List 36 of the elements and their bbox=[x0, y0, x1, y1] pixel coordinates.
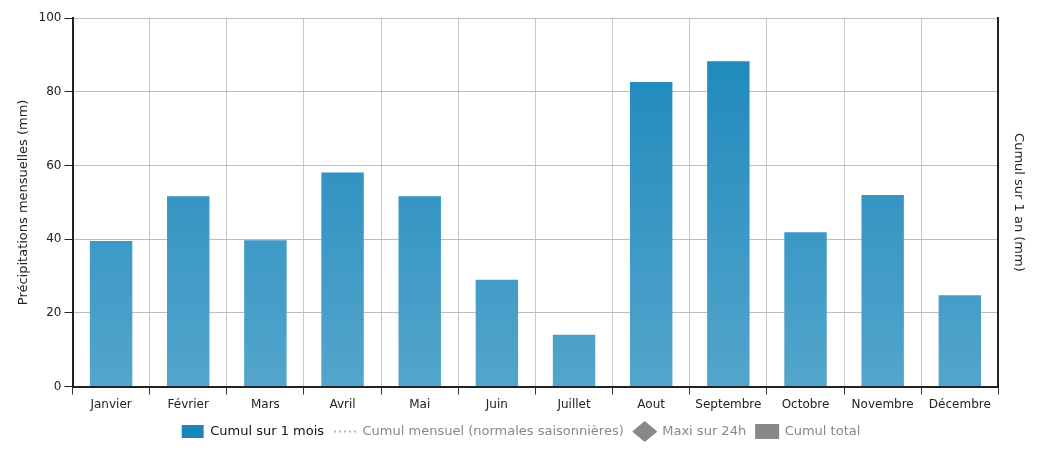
x-tick-label: Mai bbox=[409, 396, 431, 411]
bar bbox=[784, 232, 827, 387]
bar bbox=[861, 195, 904, 387]
legend-label: Maxi sur 24h bbox=[662, 422, 747, 438]
bar bbox=[938, 295, 982, 387]
x-tick-label: Aout bbox=[637, 396, 666, 411]
y-tick-label: 80 bbox=[46, 84, 62, 98]
y-tick-label: 60 bbox=[46, 157, 62, 172]
x-tick-label: Octobre bbox=[781, 396, 830, 411]
x-tick-label: Janvier bbox=[89, 396, 132, 411]
x-tick-label: Décembre bbox=[928, 396, 991, 411]
y2-axis-title: Cumul sur 1 an (mm) bbox=[1011, 133, 1027, 272]
bar bbox=[707, 61, 750, 387]
bar bbox=[167, 196, 210, 387]
bar bbox=[321, 172, 364, 387]
x-tick-label: Juillet bbox=[556, 396, 591, 411]
x-tick-label: Septembre bbox=[695, 396, 762, 411]
x-tick-label: Juin bbox=[484, 396, 508, 411]
y-tick-label: 100 bbox=[38, 10, 62, 25]
bar bbox=[244, 240, 287, 387]
x-tick-label: Avril bbox=[329, 396, 356, 411]
bar bbox=[89, 241, 133, 387]
x-tick-label: Mars bbox=[250, 396, 280, 411]
bar bbox=[475, 279, 519, 387]
bar bbox=[552, 334, 596, 387]
x-tick-label: Février bbox=[167, 396, 209, 411]
legend-label: Cumul mensuel (normales saisonnières) bbox=[362, 422, 624, 438]
bar bbox=[398, 196, 441, 387]
bar bbox=[629, 81, 673, 387]
legend-label: Cumul total bbox=[784, 422, 861, 438]
y-tick-label: 40 bbox=[46, 231, 62, 246]
x-tick-label: Novembre bbox=[851, 396, 914, 411]
legend-label: Cumul sur 1 mois bbox=[210, 422, 325, 438]
y-axis-title: Précipitations mensuelles (mm) bbox=[15, 99, 31, 306]
y-tick-label: 0 bbox=[53, 378, 62, 393]
y-tick-label: 20 bbox=[46, 305, 62, 320]
